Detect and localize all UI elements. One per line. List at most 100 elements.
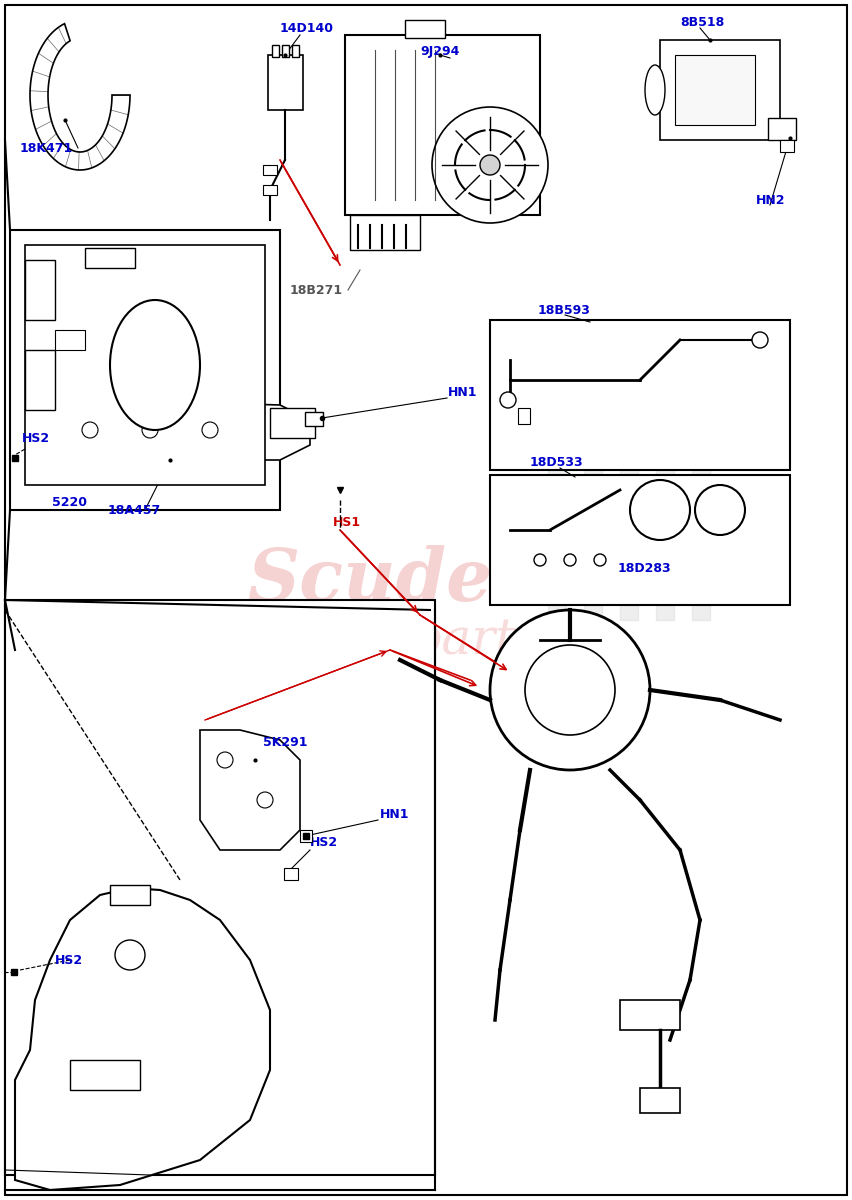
Bar (656, 458, 674, 476)
Bar (674, 548, 692, 566)
Bar (405, 20, 445, 38)
Text: 18D533: 18D533 (530, 456, 584, 468)
Bar (620, 566, 638, 584)
Bar (692, 602, 710, 620)
Bar (284, 868, 298, 880)
Circle shape (534, 554, 546, 566)
Bar (518, 408, 530, 424)
Polygon shape (15, 888, 270, 1190)
Bar (25, 260, 55, 320)
Bar (566, 440, 584, 458)
Bar (268, 55, 303, 110)
Bar (638, 512, 656, 530)
Bar (25, 350, 55, 410)
Text: 5K291: 5K291 (263, 736, 308, 749)
Circle shape (257, 792, 273, 808)
Bar (674, 476, 692, 494)
Circle shape (432, 107, 548, 223)
Text: 18B593: 18B593 (538, 304, 591, 317)
Circle shape (115, 940, 145, 970)
Bar (490, 475, 790, 605)
Text: 18D283: 18D283 (618, 562, 671, 575)
Bar (602, 584, 620, 602)
Bar (25, 245, 265, 485)
Circle shape (217, 752, 233, 768)
Polygon shape (30, 24, 130, 170)
Bar (692, 566, 710, 584)
Bar (305, 412, 323, 426)
Text: 8B518: 8B518 (680, 16, 724, 29)
Ellipse shape (110, 300, 200, 430)
Bar (548, 494, 566, 512)
Bar (620, 494, 638, 512)
Bar (548, 530, 566, 548)
Circle shape (630, 480, 690, 540)
Bar (5, 600, 435, 1175)
Bar (282, 44, 289, 56)
Circle shape (695, 485, 745, 535)
Bar (548, 602, 566, 620)
Bar (620, 1000, 680, 1030)
Text: 18B271: 18B271 (290, 283, 343, 296)
Text: HN1: HN1 (380, 809, 410, 822)
Bar (656, 494, 674, 512)
Ellipse shape (645, 65, 665, 115)
Text: 18A457: 18A457 (108, 504, 161, 516)
Text: 14D140: 14D140 (280, 22, 334, 35)
Bar (620, 530, 638, 548)
Circle shape (202, 422, 218, 438)
Bar (620, 458, 638, 476)
Bar (692, 458, 710, 476)
Bar (638, 584, 656, 602)
Text: 5220: 5220 (52, 496, 87, 509)
Bar (530, 584, 548, 602)
Text: HS1: HS1 (333, 516, 361, 528)
Bar (263, 164, 277, 175)
Bar (263, 185, 277, 194)
Text: car parts: car parts (312, 616, 540, 665)
Bar (692, 494, 710, 512)
Bar (10, 230, 280, 510)
Circle shape (525, 646, 615, 734)
Bar (548, 458, 566, 476)
Bar (584, 566, 602, 584)
Bar (530, 440, 548, 458)
Bar (566, 584, 584, 602)
Bar (602, 548, 620, 566)
Bar (660, 40, 780, 140)
Bar (584, 530, 602, 548)
Circle shape (82, 422, 98, 438)
Bar (638, 440, 656, 458)
Text: HN1: HN1 (448, 386, 477, 400)
Text: HS2: HS2 (310, 836, 338, 850)
Bar (602, 512, 620, 530)
Circle shape (500, 392, 516, 408)
Bar (674, 440, 692, 458)
Bar (548, 566, 566, 584)
Bar (530, 548, 548, 566)
Text: Scuderia: Scuderia (247, 545, 605, 616)
Bar (620, 602, 638, 620)
Bar (300, 830, 312, 842)
Bar (566, 548, 584, 566)
Text: 9J294: 9J294 (420, 46, 459, 59)
Bar (584, 458, 602, 476)
Polygon shape (35, 398, 310, 460)
Circle shape (490, 610, 650, 770)
Bar (638, 548, 656, 566)
Bar (602, 440, 620, 458)
Circle shape (594, 554, 606, 566)
Bar (530, 476, 548, 494)
Bar (656, 530, 674, 548)
Bar (55, 330, 85, 350)
Circle shape (142, 422, 158, 438)
Bar (345, 35, 540, 215)
Bar (292, 44, 299, 56)
Bar (85, 248, 135, 268)
Bar (584, 602, 602, 620)
Bar (530, 512, 548, 530)
Text: 18K471: 18K471 (20, 142, 73, 155)
Circle shape (480, 155, 500, 175)
Bar (70, 1060, 140, 1090)
Text: HS2: HS2 (22, 432, 50, 444)
